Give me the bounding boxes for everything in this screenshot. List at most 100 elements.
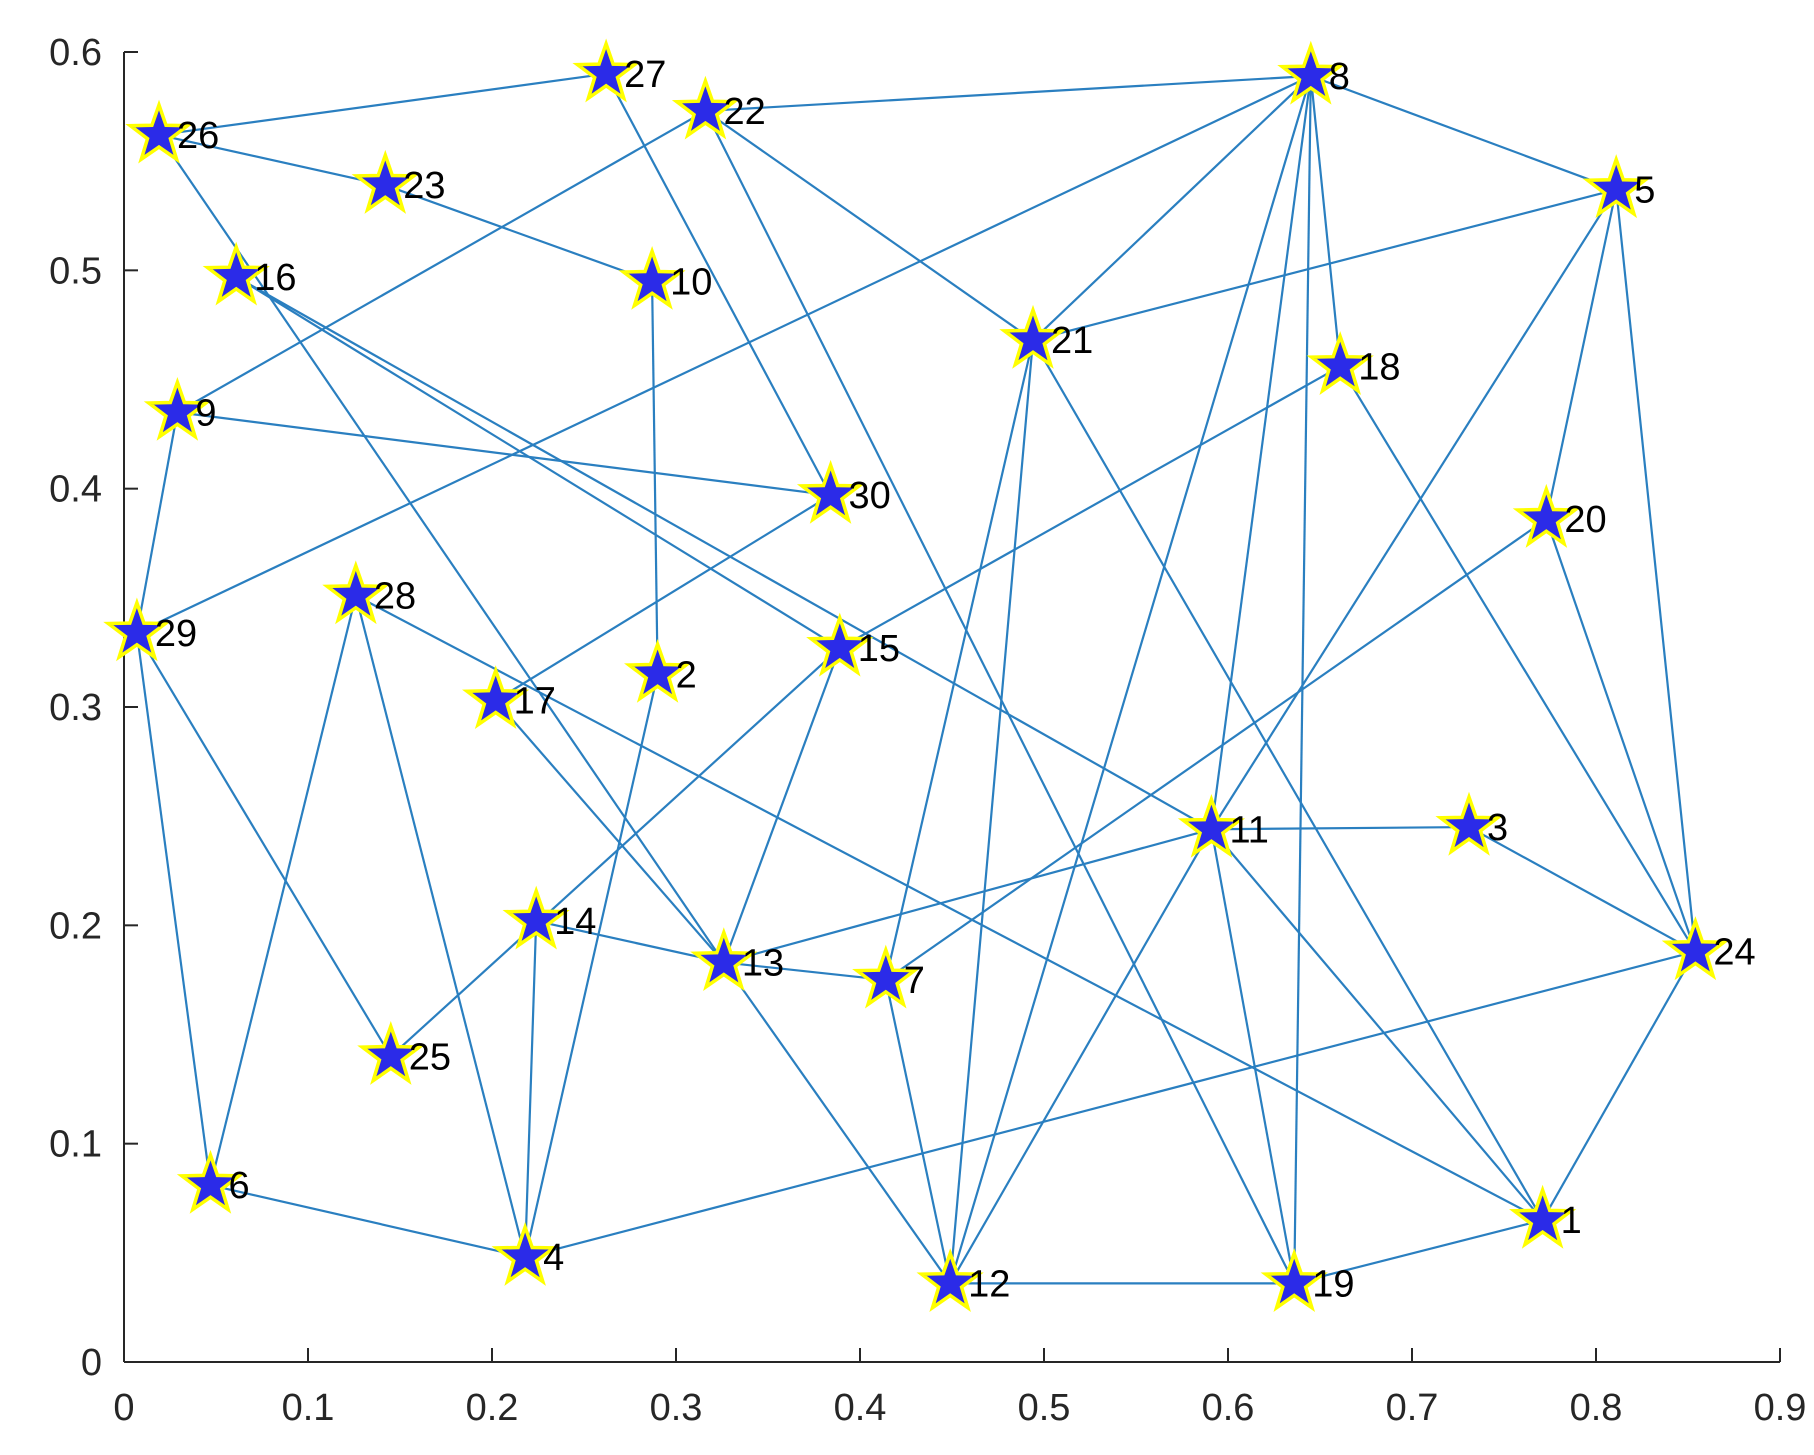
edge-13-7 (723, 961, 886, 982)
y-tick-label: 0.6 (49, 32, 102, 74)
node-marker-3 (1435, 791, 1503, 856)
node-26: 26 (125, 99, 219, 164)
node-label-19: 19 (1312, 1263, 1354, 1305)
node-label-9: 9 (195, 392, 216, 434)
x-tick-label: 0.9 (1754, 1387, 1807, 1429)
node-marker-7 (852, 944, 920, 1009)
edge-24-1 (1541, 950, 1697, 1221)
edge-20-7 (885, 518, 1547, 981)
edge-8-5 (1310, 74, 1617, 191)
node-label-15: 15 (858, 628, 900, 670)
edge-23-10 (384, 184, 653, 283)
edge-11-19 (1210, 829, 1296, 1284)
edge-24-4 (524, 950, 1696, 1259)
node-marker-28 (322, 560, 390, 625)
node-22: 22 (671, 75, 766, 140)
edge-22-8 (705, 74, 1311, 113)
node-marker-29 (103, 597, 171, 662)
x-tick-label: 0.1 (282, 1387, 335, 1429)
node-17: 17 (462, 665, 556, 729)
node-label-28: 28 (374, 576, 416, 618)
edge-18-24 (1339, 365, 1697, 953)
node-10: 10 (618, 245, 712, 310)
node-label-17: 17 (514, 680, 556, 722)
node-13: 13 (690, 927, 784, 991)
node-11: 11 (1177, 793, 1269, 858)
edge-26-23 (158, 133, 386, 187)
node-label-14: 14 (554, 901, 596, 943)
node-label-7: 7 (904, 960, 925, 1002)
edge-28-4 (354, 595, 527, 1258)
node-29: 29 (103, 597, 197, 662)
node-14: 14 (502, 885, 596, 950)
node-marker-9 (143, 376, 211, 441)
node-marker-15 (806, 612, 874, 677)
node-6: 6 (176, 1149, 250, 1214)
edge-29-25 (135, 632, 392, 1057)
edge-30-17 (495, 494, 832, 702)
x-tick-label: 0.5 (1018, 1387, 1071, 1429)
node-label-10: 10 (670, 261, 712, 303)
node-label-16: 16 (254, 257, 296, 299)
x-tick-label: 0 (113, 1387, 134, 1429)
node-marker-22 (671, 75, 740, 140)
node-label-3: 3 (1487, 807, 1508, 849)
edge-13-12 (722, 961, 952, 1285)
node-19: 19 (1260, 1248, 1355, 1313)
node-5: 5 (1582, 154, 1655, 219)
edge-5-24 (1615, 189, 1697, 952)
node-27: 27 (572, 38, 666, 103)
node-20: 20 (1512, 483, 1607, 548)
edge-11-3 (1211, 825, 1470, 831)
edges (135, 72, 1697, 1285)
y-tick-label: 0.5 (49, 250, 102, 292)
edge-15-18 (839, 365, 1341, 650)
node-marker-19 (1260, 1248, 1328, 1313)
node-marker-17 (462, 665, 530, 729)
node-marker-25 (357, 1020, 425, 1085)
node-marker-14 (502, 885, 570, 950)
node-label-23: 23 (403, 165, 445, 207)
edge-17-13 (494, 699, 725, 964)
edge-28-6 (209, 595, 357, 1186)
node-label-30: 30 (849, 475, 891, 517)
edge-10-2 (650, 281, 659, 675)
node-marker-10 (618, 245, 686, 310)
edge-20-24 (1545, 518, 1697, 952)
node-marker-12 (916, 1248, 984, 1313)
node-8: 8 (1277, 40, 1350, 105)
node-label-21: 21 (1051, 320, 1093, 362)
node-label-6: 6 (228, 1165, 249, 1207)
edge-21-12 (949, 340, 1035, 1284)
node-label-24: 24 (1713, 932, 1755, 974)
node-label-18: 18 (1358, 346, 1400, 388)
node-label-11: 11 (1229, 809, 1268, 851)
x-tick-label: 0.6 (1202, 1387, 1255, 1429)
node-label-26: 26 (177, 115, 219, 157)
edge-11-12 (949, 828, 1213, 1284)
edge-5-20 (1545, 189, 1618, 520)
edge-7-12 (884, 979, 952, 1284)
edge-29-9 (135, 412, 179, 633)
node-marker-16 (202, 241, 270, 306)
node-30: 30 (796, 459, 891, 524)
x-tick-label: 0.7 (1386, 1387, 1439, 1429)
edge-19-1 (1293, 1219, 1543, 1285)
x-tick-label: 0.8 (1570, 1387, 1623, 1429)
edge-21-1 (1032, 339, 1544, 1221)
node-15: 15 (806, 612, 900, 677)
x-tick-label: 0.2 (466, 1387, 519, 1429)
edge-2-4 (524, 674, 659, 1258)
edge-29-8 (136, 75, 1312, 634)
node-2: 2 (624, 639, 697, 703)
edge-8-21 (1032, 75, 1312, 341)
node-label-4: 4 (543, 1237, 564, 1279)
node-marker-20 (1512, 483, 1580, 548)
node-23: 23 (351, 149, 446, 214)
node-9: 9 (143, 376, 217, 441)
node-marker-24 (1661, 916, 1729, 981)
edge-29-6 (135, 632, 212, 1186)
edge-16-15 (235, 275, 841, 649)
node-label-27: 27 (624, 54, 666, 96)
